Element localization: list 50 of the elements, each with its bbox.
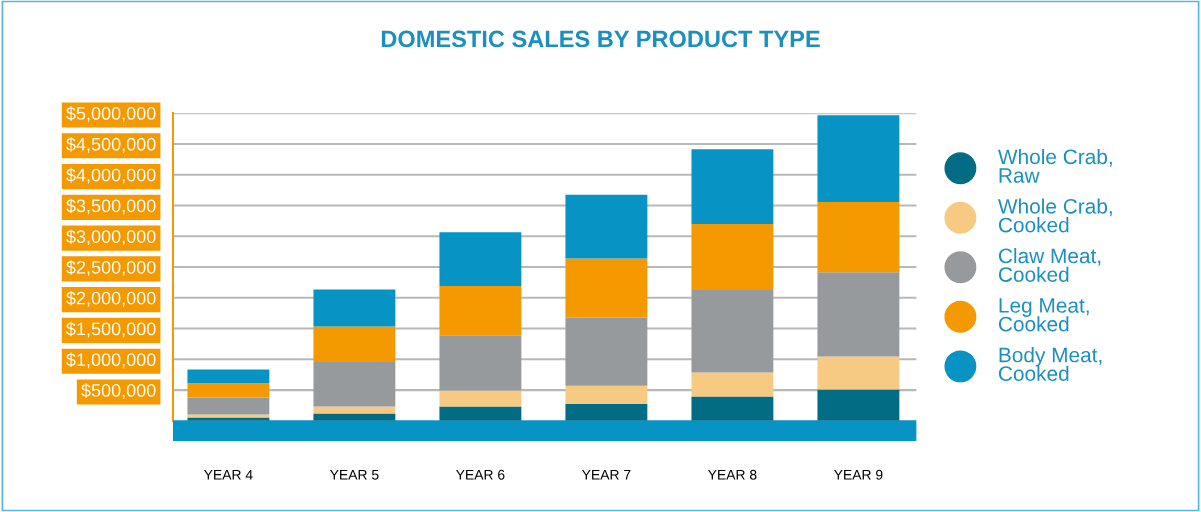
- legend-label: Leg Meat, Cooked: [998, 298, 1089, 332]
- x-tick-label: YEAR 7: [582, 469, 631, 480]
- legend-label: Whole Crab, Raw: [997, 148, 1112, 183]
- bar: [439, 286, 522, 336]
- x-tick-label: YEAR 5: [329, 469, 379, 480]
- bar: [187, 369, 270, 384]
- bar: [817, 202, 900, 273]
- bar: [565, 403, 648, 421]
- bar: [817, 272, 900, 357]
- x-tick-label: YEAR 4: [203, 469, 253, 480]
- bar: [691, 223, 774, 291]
- bar: [439, 232, 522, 287]
- bar: [691, 149, 774, 224]
- bar: [817, 115, 900, 203]
- y-tick-label: $4,500,000: [66, 137, 156, 153]
- y-tick-label: $3,500,000: [66, 198, 156, 215]
- chart-title: DOMESTIC SALES BY PRODUCT TYPE: [381, 30, 820, 48]
- bar: [313, 326, 396, 363]
- bar: [565, 194, 648, 259]
- bar: [691, 290, 774, 373]
- bar: [565, 317, 648, 386]
- legend-label: Claw Meat, Cooked: [998, 247, 1101, 282]
- bar: [313, 413, 396, 421]
- bar: [313, 289, 396, 327]
- y-tick-label: $500,000: [81, 383, 156, 399]
- x-tick-label: YEAR 8: [708, 469, 757, 480]
- bar: [313, 406, 396, 414]
- legend-label: Body Meat, Cooked: [998, 347, 1102, 382]
- bar: [313, 362, 396, 407]
- bar: [565, 385, 648, 404]
- y-tick-label: $4,000,000: [66, 167, 156, 184]
- x-tick-label: YEAR 9: [834, 469, 883, 480]
- y-tick-label: $3,000,000: [66, 229, 156, 246]
- y-tick-label: $5,000,000: [66, 106, 156, 122]
- bar: [439, 390, 522, 407]
- y-tick-label: $2,000,000: [66, 290, 156, 307]
- x-tick-label: YEAR 6: [456, 469, 505, 480]
- bar: [691, 396, 774, 421]
- bar: [439, 335, 522, 391]
- y-tick-label: $1,000,000: [66, 352, 156, 369]
- bar: [439, 406, 522, 421]
- bar: [817, 356, 900, 390]
- y-tick-label: $2,500,000: [66, 260, 156, 276]
- bar: [187, 383, 270, 398]
- bar: [565, 258, 648, 318]
- bar: [817, 389, 900, 421]
- legend-label: Whole Crab, Cooked: [997, 198, 1112, 233]
- bar: [187, 397, 270, 415]
- y-tick-label: $1,500,000: [66, 321, 156, 338]
- bar: [691, 372, 774, 397]
